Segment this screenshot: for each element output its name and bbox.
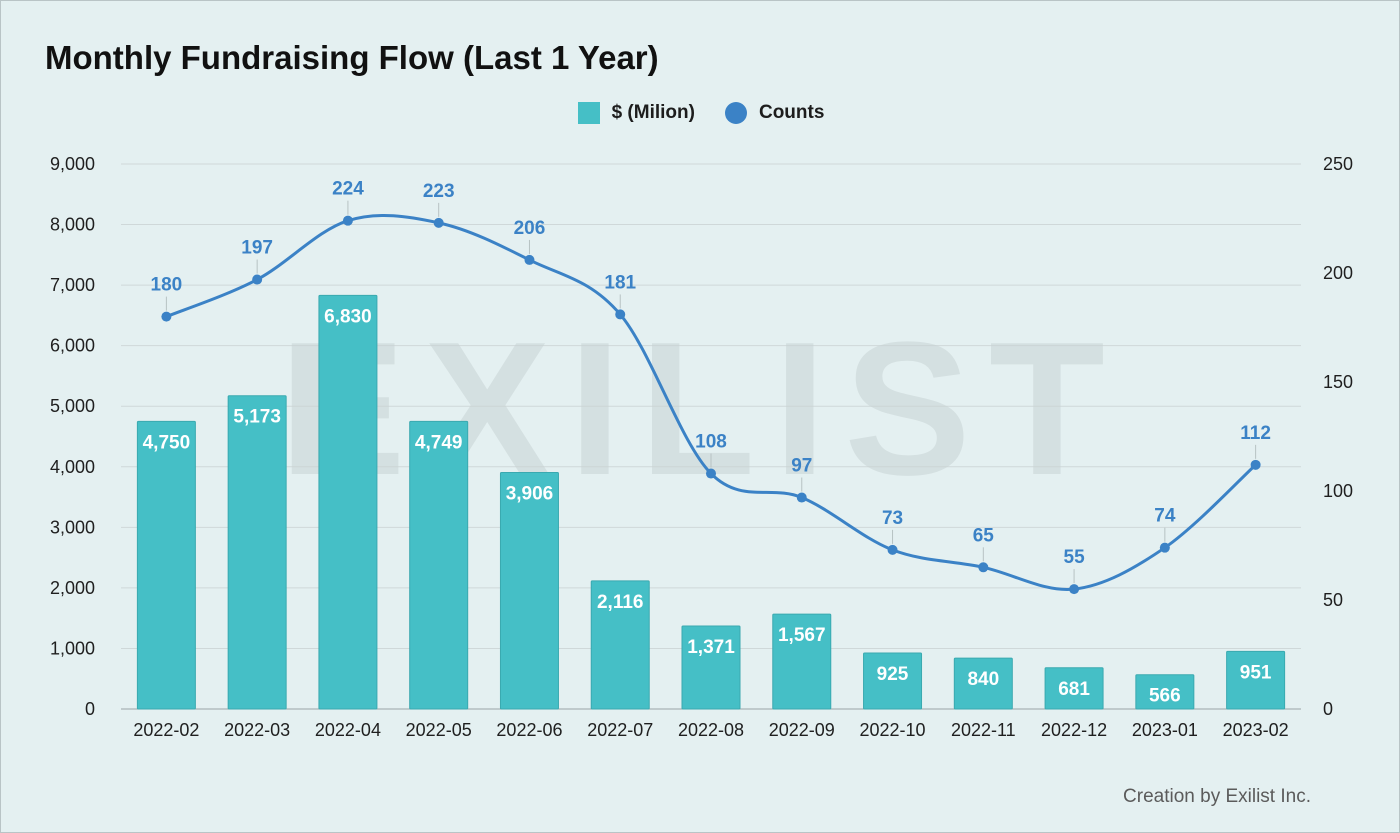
- y-right-tick-label: 50: [1323, 590, 1343, 610]
- bar-data-label: 6,830: [324, 306, 372, 327]
- bar-data-label: 1,371: [687, 637, 735, 658]
- counts-data-label: 55: [1064, 547, 1086, 568]
- bar: [318, 294, 378, 710]
- bar: [499, 471, 559, 710]
- x-tick-label: 2022-05: [406, 720, 472, 740]
- x-tick-label: 2022-10: [860, 720, 926, 740]
- counts-point: [887, 544, 898, 555]
- bar: [1226, 650, 1286, 710]
- counts-point: [978, 562, 989, 573]
- bar: [1044, 667, 1104, 710]
- bar-data-label: 840: [967, 669, 999, 690]
- legend-label-bars: $ (Milion): [611, 102, 695, 123]
- counts-data-label: 65: [973, 525, 995, 546]
- x-tick-label: 2022-02: [133, 720, 199, 740]
- y-right-tick-label: 100: [1323, 481, 1353, 501]
- counts-point: [342, 215, 353, 226]
- line-dot-icon: [724, 102, 747, 124]
- bar: [409, 420, 469, 710]
- bar: [136, 420, 196, 710]
- bar-data-label: 4,749: [415, 432, 463, 453]
- credit-text: Creation by Exilist Inc.: [1123, 786, 1311, 807]
- y-left-tick-label: 9,000: [50, 154, 95, 174]
- bar-data-label: 2,116: [597, 592, 644, 613]
- y-left-tick-label: 4,000: [50, 457, 95, 477]
- bar-data-label: 951: [1240, 662, 1272, 683]
- bar-data-label: 681: [1058, 679, 1090, 700]
- counts-data-label: 224: [332, 179, 364, 200]
- y-left-tick-label: 6,000: [50, 336, 95, 356]
- chart-title: Monthly Fundraising Flow (Last 1 Year): [45, 39, 659, 76]
- counts-data-label: 97: [791, 456, 812, 477]
- counts-point: [161, 311, 172, 322]
- counts-data-label: 223: [423, 181, 455, 202]
- x-tick-label: 2022-08: [678, 720, 744, 740]
- x-tick-label: 2022-07: [587, 720, 653, 740]
- y-left-tick-label: 3,000: [50, 517, 95, 537]
- bar-data-label: 5,173: [233, 407, 281, 428]
- counts-point: [252, 274, 263, 285]
- counts-point: [1250, 459, 1261, 470]
- counts-point: [1069, 584, 1080, 595]
- bar-data-label: 1,567: [778, 625, 826, 646]
- counts-data-label: 73: [882, 508, 903, 529]
- bar: [863, 652, 923, 710]
- x-tick-label: 2022-09: [769, 720, 835, 740]
- y-left-tick-label: 1,000: [50, 638, 95, 658]
- y-right-tick-label: 250: [1323, 154, 1353, 174]
- x-tick-label: 2022-03: [224, 720, 290, 740]
- bar-data-label: 3,906: [506, 483, 554, 504]
- watermark-logo: EXILIST: [279, 303, 1123, 515]
- counts-data-label: 180: [151, 275, 183, 296]
- counts-point: [615, 309, 626, 320]
- counts-point: [524, 254, 535, 265]
- bar: [590, 580, 650, 710]
- y-right-tick-label: 200: [1323, 263, 1353, 283]
- counts-point: [1159, 542, 1170, 553]
- counts-data-label: 108: [695, 432, 727, 453]
- counts-data-label: 206: [514, 218, 546, 239]
- bar: [227, 395, 287, 710]
- bar: [1135, 674, 1195, 710]
- counts-point: [433, 217, 444, 228]
- bar-data-label: 4,750: [143, 432, 191, 453]
- counts-data-label: 181: [604, 272, 636, 293]
- bar-swatch-icon: [577, 102, 600, 124]
- bar-data-label: 925: [877, 664, 909, 685]
- legend-item-line: Counts: [724, 102, 825, 124]
- y-right-tick-label: 0: [1323, 699, 1333, 719]
- x-tick-label: 2022-06: [496, 720, 562, 740]
- bar: [772, 613, 832, 710]
- y-left-tick-label: 8,000: [50, 215, 95, 235]
- y-left-tick-label: 0: [85, 699, 95, 719]
- y-left-tick-label: 7,000: [50, 275, 95, 295]
- legend: $ (Milion) Counts: [1, 102, 1400, 124]
- counts-point: [706, 468, 716, 479]
- legend-item-bars: $ (Milion): [577, 102, 695, 124]
- x-tick-label: 2023-01: [1132, 720, 1198, 740]
- x-tick-label: 2022-11: [951, 720, 1016, 740]
- x-tick-label: 2022-04: [315, 720, 381, 740]
- y-right-tick-label: 150: [1323, 372, 1353, 392]
- bar: [681, 625, 741, 710]
- counts-data-label: 112: [1240, 423, 1271, 444]
- y-left-tick-label: 5,000: [50, 396, 95, 416]
- legend-label-line: Counts: [758, 102, 825, 123]
- bar: [953, 657, 1013, 710]
- bar-data-label: 566: [1149, 686, 1181, 707]
- counts-data-label: 197: [241, 238, 273, 259]
- x-tick-label: 2023-02: [1223, 720, 1289, 740]
- y-left-tick-label: 2,000: [50, 578, 95, 598]
- counts-data-label: 74: [1154, 506, 1176, 527]
- x-tick-label: 2022-12: [1041, 720, 1107, 740]
- counts-point: [796, 492, 807, 503]
